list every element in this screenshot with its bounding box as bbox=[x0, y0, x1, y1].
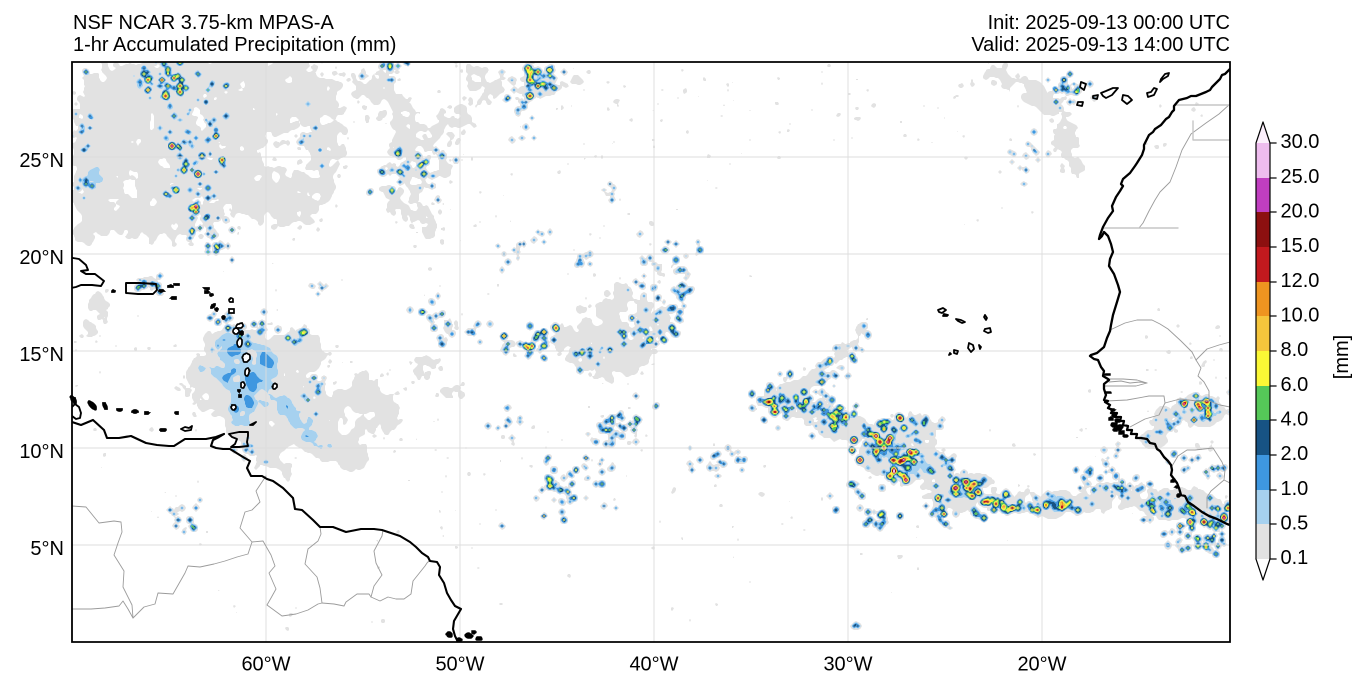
svg-text:40°W: 40°W bbox=[629, 654, 678, 676]
svg-text:Init: 2025-09-13 00:00 UTC: Init: 2025-09-13 00:00 UTC bbox=[988, 12, 1230, 34]
svg-text:6.0: 6.0 bbox=[1281, 374, 1309, 396]
svg-text:1.0: 1.0 bbox=[1281, 478, 1309, 500]
svg-text:20°W: 20°W bbox=[1017, 654, 1066, 676]
svg-text:NSF NCAR 3.75-km MPAS-A: NSF NCAR 3.75-km MPAS-A bbox=[73, 12, 334, 34]
svg-text:60°W: 60°W bbox=[241, 654, 290, 676]
svg-text:1-hr Accumulated Precipitation: 1-hr Accumulated Precipitation (mm) bbox=[73, 34, 396, 56]
svg-text:8.0: 8.0 bbox=[1281, 339, 1309, 361]
svg-text:50°W: 50°W bbox=[435, 654, 484, 676]
svg-text:25°N: 25°N bbox=[19, 150, 64, 172]
svg-text:2.0: 2.0 bbox=[1281, 443, 1309, 465]
svg-text:4.0: 4.0 bbox=[1281, 409, 1309, 431]
svg-text:0.1: 0.1 bbox=[1281, 547, 1309, 569]
svg-text:Valid: 2025-09-13 14:00 UTC: Valid: 2025-09-13 14:00 UTC bbox=[971, 34, 1230, 56]
svg-text:10.0: 10.0 bbox=[1281, 305, 1320, 327]
svg-text:20.0: 20.0 bbox=[1281, 201, 1320, 223]
svg-text:0.5: 0.5 bbox=[1281, 513, 1309, 535]
svg-text:15°N: 15°N bbox=[19, 344, 64, 366]
svg-text:[mm]: [mm] bbox=[1331, 335, 1353, 379]
svg-text:15.0: 15.0 bbox=[1281, 235, 1320, 257]
svg-text:30°W: 30°W bbox=[823, 654, 872, 676]
svg-text:30.0: 30.0 bbox=[1281, 131, 1320, 153]
svg-text:5°N: 5°N bbox=[30, 538, 64, 560]
svg-text:25.0: 25.0 bbox=[1281, 166, 1320, 188]
svg-text:10°N: 10°N bbox=[19, 441, 64, 463]
svg-text:12.0: 12.0 bbox=[1281, 270, 1320, 292]
svg-text:20°N: 20°N bbox=[19, 247, 64, 269]
